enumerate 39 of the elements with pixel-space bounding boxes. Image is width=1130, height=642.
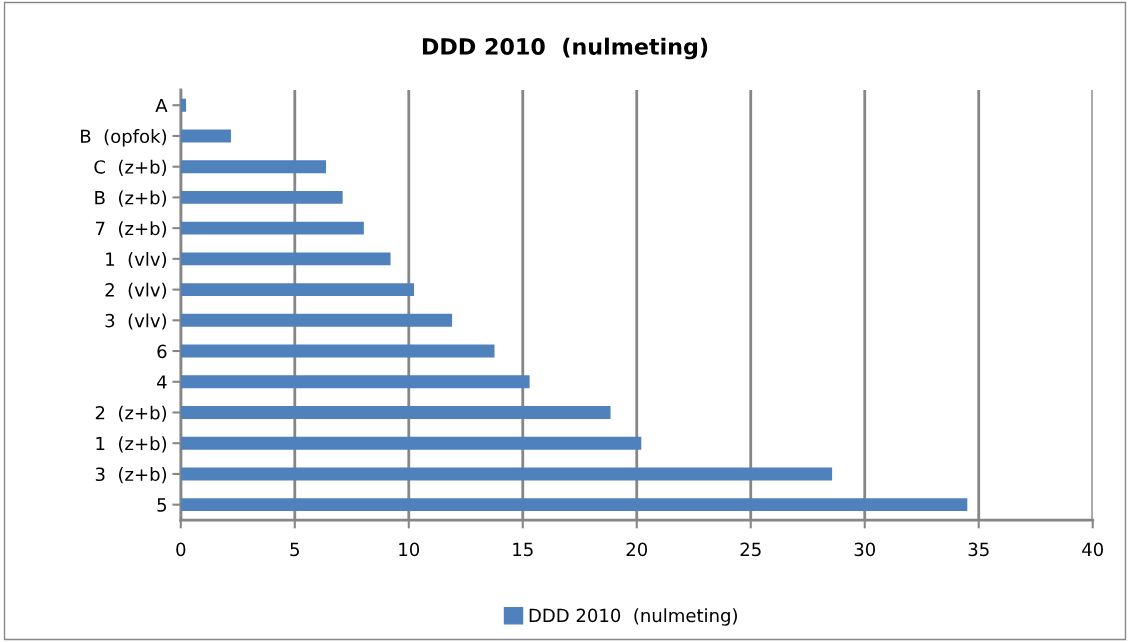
- y-tick-label: A: [155, 98, 168, 113]
- y-tick-label: C (z+b): [94, 159, 167, 176]
- x-tick-label: 25: [740, 542, 761, 557]
- x-tick-label: 0: [176, 542, 186, 557]
- x-tick-label: 35: [968, 542, 989, 557]
- x-tick-label: 30: [854, 542, 876, 557]
- bar: [180, 129, 231, 143]
- y-tick-label: 5: [157, 498, 167, 512]
- chart-title: DDD 2010 (nulmeting): [422, 37, 708, 60]
- legend-label: DDD 2010 (nulmeting): [529, 608, 737, 626]
- y-tick-label: 6: [157, 344, 167, 359]
- bar: [180, 283, 415, 297]
- x-tick-label: 5: [290, 542, 299, 557]
- x-tick-label: 10: [399, 542, 420, 557]
- bar: [180, 160, 327, 174]
- bar: [180, 252, 391, 266]
- bar: [180, 375, 530, 389]
- y-tick-label: 3 (vlv): [105, 313, 167, 330]
- bar: [180, 98, 187, 112]
- y-tick-label: 3 (z+b): [95, 467, 167, 484]
- y-tick-label: 1 (z+b): [96, 436, 167, 453]
- y-tick-label: B (z+b): [95, 190, 167, 207]
- bar: [180, 313, 453, 327]
- y-tick-label: 7 (z+b): [95, 221, 167, 238]
- y-tick-label: 1 (vlv): [106, 252, 167, 269]
- x-tick-label: 15: [513, 542, 533, 557]
- y-tick-label: B (opfok): [81, 129, 167, 147]
- y-tick-label: 2 (z+b): [95, 405, 167, 422]
- y-tick-label: 4: [157, 375, 167, 389]
- bar: [180, 498, 968, 512]
- x-tick-label: 40: [1082, 542, 1103, 557]
- bar: [180, 467, 833, 481]
- bar: [180, 436, 642, 450]
- bar: [180, 344, 495, 358]
- bar: [180, 190, 343, 204]
- bar: [180, 406, 611, 419]
- x-tick-label: 20: [626, 542, 648, 557]
- y-tick-label: 2 (vlv): [105, 282, 167, 299]
- bar: [180, 221, 364, 235]
